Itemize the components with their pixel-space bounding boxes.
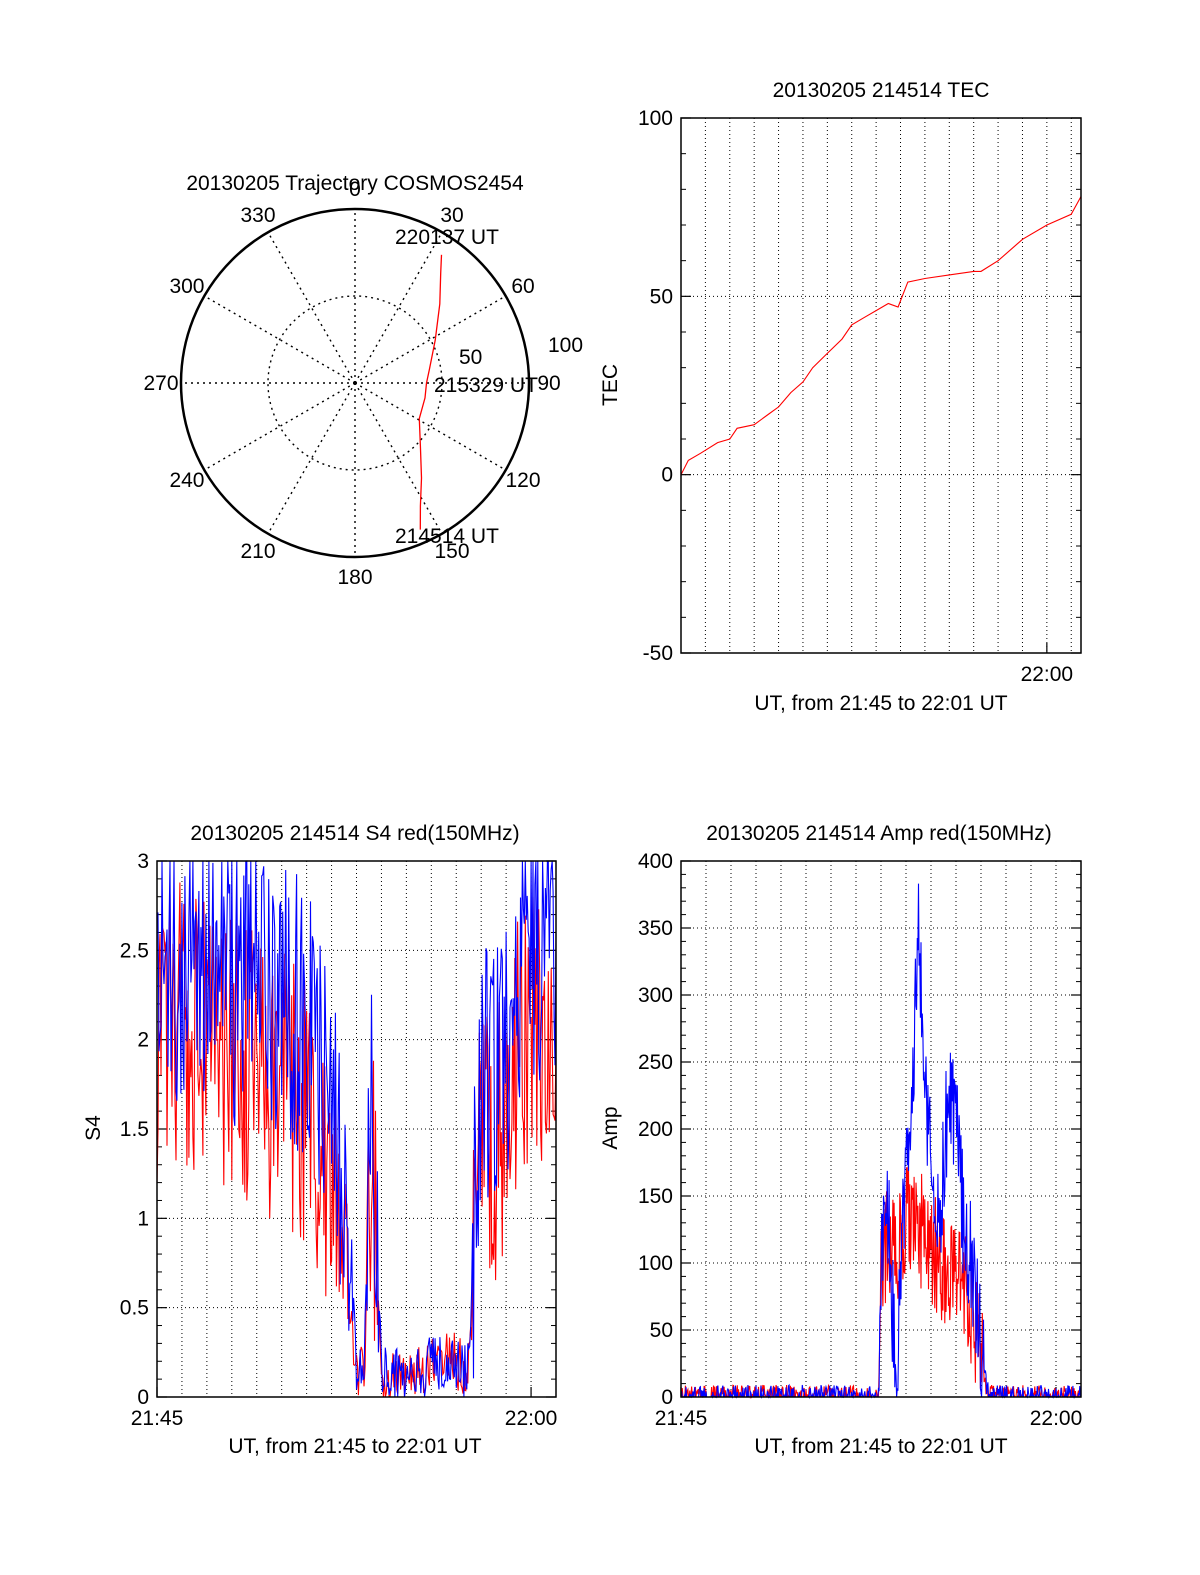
polar-outer-circle — [179, 207, 531, 559]
amp-panel: 20130205 214514 Amp red(150MHz) UT, from… — [599, 822, 1082, 1458]
s4-xlabel: UT, from 21:45 to 22:01 UT — [228, 1435, 481, 1458]
series-line — [680, 196, 1082, 475]
y-tick-label: 50 — [650, 285, 673, 308]
amp-plot-area: 0 50 100 150 200 250 300 350 400 21:45 22:00 — [638, 850, 1082, 1430]
amp-ylabel: Amp — [599, 1106, 622, 1149]
y-tick-label: 250 — [638, 1051, 673, 1074]
polar-radius-label-50: 50 — [459, 346, 482, 369]
series-red — [680, 196, 1082, 475]
polar-azimuth-label: 180 — [337, 566, 372, 589]
plot-frame — [680, 117, 1082, 654]
s4-plot-area: 0 0.5 1 1.5 2 2.5 3 21:45 22:00 — [120, 850, 558, 1430]
x-tick-label: 21:45 — [131, 1407, 184, 1430]
polar-spoke — [354, 382, 507, 471]
y-tick-label: 0.5 — [120, 1297, 149, 1320]
series-line — [680, 883, 1081, 1400]
s4-ylabel: S4 — [82, 1115, 105, 1141]
polar-grid — [179, 207, 531, 559]
polar-azimuth-label: 90 — [537, 372, 560, 395]
polar-annotation-end: 220137 UT — [395, 226, 499, 249]
tec-panel: 20130205 214514 TEC UT, from 21:45 to 22… — [599, 79, 1082, 715]
y-tick-label: 0 — [661, 464, 673, 487]
x-tick-label: 22:00 — [1030, 1407, 1083, 1430]
polar-azimuth-label: 60 — [511, 275, 534, 298]
y-tick-label: 0 — [137, 1386, 149, 1409]
polar-azimuth-label: 30 — [440, 204, 463, 227]
y-tick-label: 2.5 — [120, 939, 149, 962]
y-tick-label: 100 — [638, 1252, 673, 1275]
plot-frame — [680, 860, 1082, 1398]
polar-spoke — [267, 382, 356, 535]
tec-plot-area: -50 0 50 100 22:00 — [638, 107, 1082, 686]
polar-azimuth-label: 240 — [169, 469, 204, 492]
x-tick-label: 21:45 — [655, 1407, 708, 1430]
y-tick-label: 100 — [638, 107, 673, 130]
series-line — [156, 882, 557, 1398]
polar-panel: 20130205 Trajectory COSMOS2454 0 30 60 90 12… — [143, 172, 583, 589]
y-tick-label: 350 — [638, 917, 673, 940]
polar-azimuth-label: 210 — [240, 540, 275, 563]
polar-azimuth-label: 120 — [505, 469, 540, 492]
polar-spoke — [354, 295, 507, 384]
polar-azimuth-label: 270 — [143, 372, 178, 395]
y-tick-label: -50 — [643, 642, 673, 665]
x-tick-label: 22:00 — [1021, 663, 1074, 686]
y-tick-label: 3 — [137, 850, 149, 873]
polar-spoke — [267, 231, 356, 384]
polar-azimuth-label: 150 — [434, 540, 469, 563]
y-tick-label: 150 — [638, 1185, 673, 1208]
series-red — [156, 882, 557, 1398]
polar-series-line — [418, 254, 443, 530]
polar-spoke — [203, 295, 356, 384]
y-tick-label: 50 — [650, 1319, 673, 1342]
y-tick-label: 400 — [638, 850, 673, 873]
s4-panel: 20130205 214514 S4 red(150MHz) UT, from … — [82, 822, 557, 1458]
series-blue — [680, 883, 1081, 1400]
x-tick-label: 22:00 — [505, 1407, 558, 1430]
amp-xlabel: UT, from 21:45 to 22:01 UT — [754, 1435, 1007, 1458]
plot-frame — [156, 860, 557, 1398]
polar-spoke — [354, 231, 443, 384]
polar-annotation-start: 214514 UT — [395, 525, 499, 548]
tec-xlabel: UT, from 21:45 to 22:01 UT — [754, 692, 1007, 715]
polar-azimuth-label: 300 — [169, 275, 204, 298]
polar-spoke — [354, 382, 443, 535]
y-tick-label: 300 — [638, 984, 673, 1007]
polar-radius-label-100: 100 — [548, 334, 583, 357]
y-tick-label: 1 — [137, 1207, 149, 1230]
y-tick-label: 200 — [638, 1118, 673, 1141]
tec-ylabel: TEC — [599, 364, 622, 406]
polar-grid-circle — [267, 295, 443, 471]
polar-annotation-mid: 215329 UT — [434, 374, 538, 397]
amp-title: 20130205 214514 Amp red(150MHz) — [706, 822, 1052, 845]
s4-title: 20130205 214514 S4 red(150MHz) — [190, 822, 519, 845]
series-blue — [156, 860, 557, 1398]
polar-azimuth-label: 0 — [349, 178, 361, 201]
tec-title: 20130205 214514 TEC — [773, 79, 990, 102]
y-tick-label: 0 — [661, 1386, 673, 1409]
polar-azimuth-labels: 0 30 60 90 120 150 180 210 240 270 300 330 — [143, 178, 560, 589]
polar-title: 20130205 Trajectory COSMOS2454 — [186, 172, 524, 195]
polar-trajectory — [418, 254, 443, 530]
polar-azimuth-label: 330 — [240, 204, 275, 227]
polar-spoke — [203, 382, 356, 471]
y-tick-label: 2 — [137, 1029, 149, 1052]
y-tick-label: 1.5 — [120, 1118, 149, 1141]
series-line — [156, 860, 557, 1398]
